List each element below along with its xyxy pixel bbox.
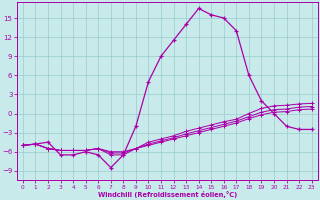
- X-axis label: Windchill (Refroidissement éolien,°C): Windchill (Refroidissement éolien,°C): [98, 191, 237, 198]
